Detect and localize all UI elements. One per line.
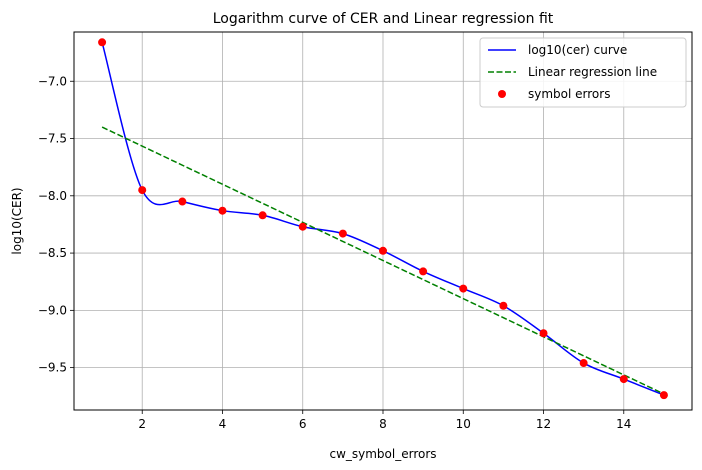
legend-marker-symbol-errors [498, 90, 506, 98]
x-tick-label: 8 [379, 417, 387, 431]
legend-box [479, 37, 687, 108]
data-point-symbol-errors [298, 222, 307, 231]
data-point-symbol-errors [619, 375, 628, 384]
y-axis-label: log10(CER) [10, 187, 24, 254]
plot-area [98, 38, 668, 400]
x-tick-label: 4 [219, 417, 227, 431]
data-point-symbol-errors [499, 301, 508, 310]
series-line-linear-regression [101, 126, 665, 395]
legend-label-log10-cer-curve: log10(cer) curve [528, 43, 627, 57]
data-point-symbol-errors [579, 359, 588, 368]
x-tick-label: 6 [299, 417, 307, 431]
data-point-symbol-errors [338, 229, 347, 238]
data-point-symbol-errors [258, 211, 267, 220]
data-point-symbol-errors [178, 197, 187, 206]
data-point-symbol-errors [459, 284, 468, 293]
data-point-symbol-errors [379, 246, 387, 255]
legend-label-linear-regression-line: Linear regression line [528, 65, 657, 79]
data-point-symbol-errors [98, 38, 107, 47]
y-tick-label: −8.0 [38, 189, 67, 203]
y-tick-label: −9.5 [38, 361, 67, 375]
x-tick-label: 2 [138, 417, 146, 431]
x-tick-label: 14 [616, 417, 631, 431]
x-tick-label: 12 [536, 417, 551, 431]
data-point-symbol-errors [659, 391, 668, 400]
legend-label-symbol-errors: symbol errors [528, 87, 610, 101]
y-tick-label: −7.5 [38, 132, 67, 146]
data-point-symbol-errors [218, 206, 227, 215]
x-tick-label: 10 [456, 417, 471, 431]
legend: log10(cer) curve Linear regression line sy… [479, 37, 687, 108]
y-tick-label: −9.0 [38, 303, 67, 317]
data-point-symbol-errors [539, 329, 548, 338]
axis-ticks: 2 4 6 8 10 12 14 −9.5 −9.0 −8.5 −8.0 −7.5 −7.0 [38, 74, 632, 431]
data-point-symbol-errors [138, 186, 147, 195]
data-point-symbol-errors [419, 267, 428, 276]
chart-title: Logarithm curve of CER and Linear regres… [213, 11, 554, 27]
y-tick-label: −7.0 [38, 74, 67, 88]
x-axis-label: cw_symbol_errors [329, 447, 436, 461]
y-tick-label: −8.5 [38, 246, 67, 260]
